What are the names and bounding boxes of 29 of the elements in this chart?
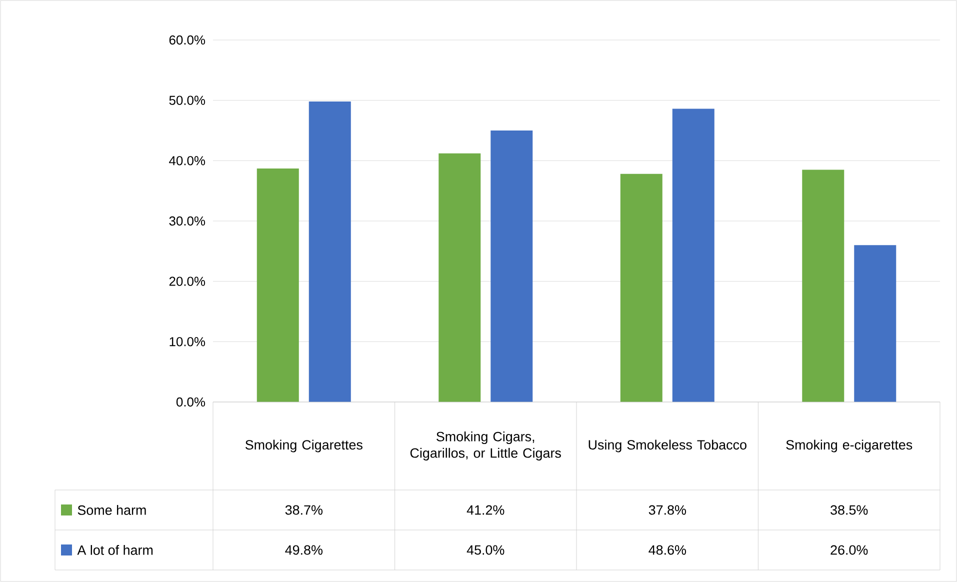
y-tick-label: 30.0%: [169, 216, 206, 226]
x-tick-label: Smoking Cigarettes: [245, 440, 362, 452]
bar: [854, 245, 896, 402]
y-tick-label: 20.0%: [169, 276, 206, 286]
y-tick-label: 60.0%: [169, 35, 206, 45]
x-tick-label: Using Smokeless Tobacco: [588, 440, 746, 452]
bar: [438, 153, 481, 402]
bar: [256, 168, 299, 402]
legend-label: Some harm: [78, 505, 146, 515]
bar: [672, 108, 714, 402]
y-tick-label: 0.0%: [176, 397, 206, 407]
data-label: 38.5%: [830, 505, 868, 515]
data-label: 38.7%: [285, 505, 322, 515]
bar: [490, 130, 533, 402]
data-label: 26.0%: [830, 545, 868, 555]
data-label: 49.8%: [285, 545, 322, 555]
bar: [802, 170, 844, 402]
y-tick-label: 10.0%: [170, 337, 206, 346]
data-label: 41.2%: [466, 505, 504, 515]
legend-label: A lot of harm: [77, 545, 153, 555]
x-tick-label: Smoking Cigars, Cigarillos, or Little Cigars: [410, 431, 561, 460]
data-label: 48.6%: [648, 545, 686, 555]
y-tick-label: 50.0%: [169, 96, 206, 105]
bar: [620, 174, 662, 402]
data-label: 45.0%: [466, 545, 504, 555]
data-label: 37.8%: [648, 505, 686, 515]
bar: [308, 102, 351, 402]
y-tick-label: 40.0%: [169, 156, 206, 166]
x-tick-label: Smoking e-cigarettes: [786, 440, 912, 452]
